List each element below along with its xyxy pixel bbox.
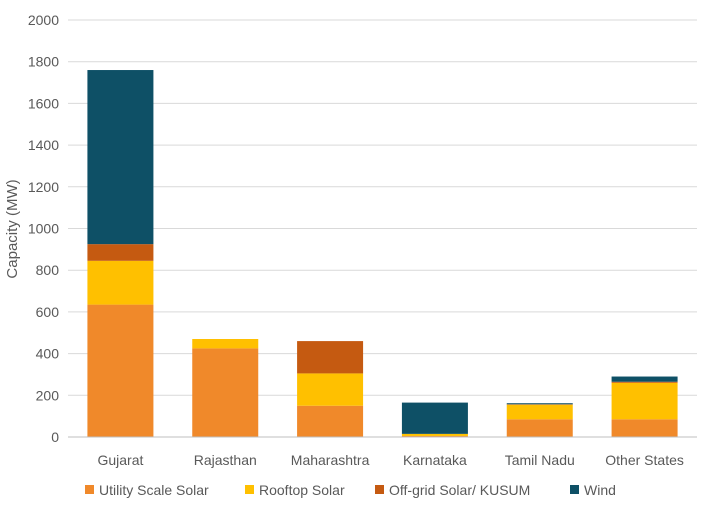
x-tick-label: Rajasthan xyxy=(194,452,257,468)
y-tick-label: 0 xyxy=(51,429,59,445)
bar-utility-scale-solar xyxy=(192,348,258,437)
y-axis-label: Capacity (MW) xyxy=(4,179,21,278)
bar-wind xyxy=(87,70,153,244)
bar-rooftop-solar xyxy=(297,373,363,405)
legend-label: Utility Scale Solar xyxy=(99,482,209,498)
y-tick-label: 1800 xyxy=(28,54,59,70)
legend: Utility Scale Solar Rooftop Solar Off-grid… xyxy=(85,482,616,498)
legend-label: Rooftop Solar xyxy=(259,482,345,498)
y-tick-label: 400 xyxy=(36,346,60,362)
legend-swatch xyxy=(85,485,94,494)
x-tick-label: Maharashtra xyxy=(291,452,370,468)
x-tick-label: Tamil Nadu xyxy=(505,452,575,468)
y-tick-label: 200 xyxy=(36,387,60,403)
bar-wind xyxy=(612,377,678,382)
bar-wind xyxy=(507,403,573,404)
legend-swatch xyxy=(375,485,384,494)
legend-swatch xyxy=(570,485,579,494)
bar-rooftop-solar xyxy=(507,405,573,420)
x-tick-label: Other States xyxy=(605,452,684,468)
bar-wind xyxy=(402,403,468,434)
y-tick-label: 1200 xyxy=(28,179,59,195)
gridlines xyxy=(68,20,697,395)
y-tick-label: 1600 xyxy=(28,95,59,111)
x-tick-label: Gujarat xyxy=(97,452,143,468)
y-tick-labels: 0 200 400 600 800 1000 1200 1400 1600 1800 2000 xyxy=(28,12,59,445)
y-tick-label: 1400 xyxy=(28,137,59,153)
bar-rooftop-solar xyxy=(402,434,468,436)
bar-utility-scale-solar xyxy=(87,305,153,437)
bar-off-grid-solar-kusum xyxy=(87,244,153,261)
bar-rooftop-solar xyxy=(612,383,678,419)
y-tick-label: 600 xyxy=(36,304,60,320)
legend-label: Off-grid Solar/ KUSUM xyxy=(389,482,530,498)
bar-off-grid-solar-kusum xyxy=(612,382,678,383)
bars xyxy=(87,70,677,437)
y-tick-label: 800 xyxy=(36,262,60,278)
legend-label: Wind xyxy=(584,482,616,498)
bar-rooftop-solar xyxy=(87,261,153,305)
x-tick-label: Karnataka xyxy=(403,452,467,468)
bar-off-grid-solar-kusum xyxy=(297,341,363,373)
bar-utility-scale-solar xyxy=(612,419,678,437)
bar-rooftop-solar xyxy=(192,339,258,348)
legend-swatch xyxy=(245,485,254,494)
bar-utility-scale-solar xyxy=(507,419,573,437)
x-tick-labels: Gujarat Rajasthan Maharashtra Karnataka Tami… xyxy=(97,452,683,468)
bar-utility-scale-solar xyxy=(297,406,363,437)
y-tick-label: 1000 xyxy=(28,221,59,237)
y-tick-label: 2000 xyxy=(28,12,59,28)
